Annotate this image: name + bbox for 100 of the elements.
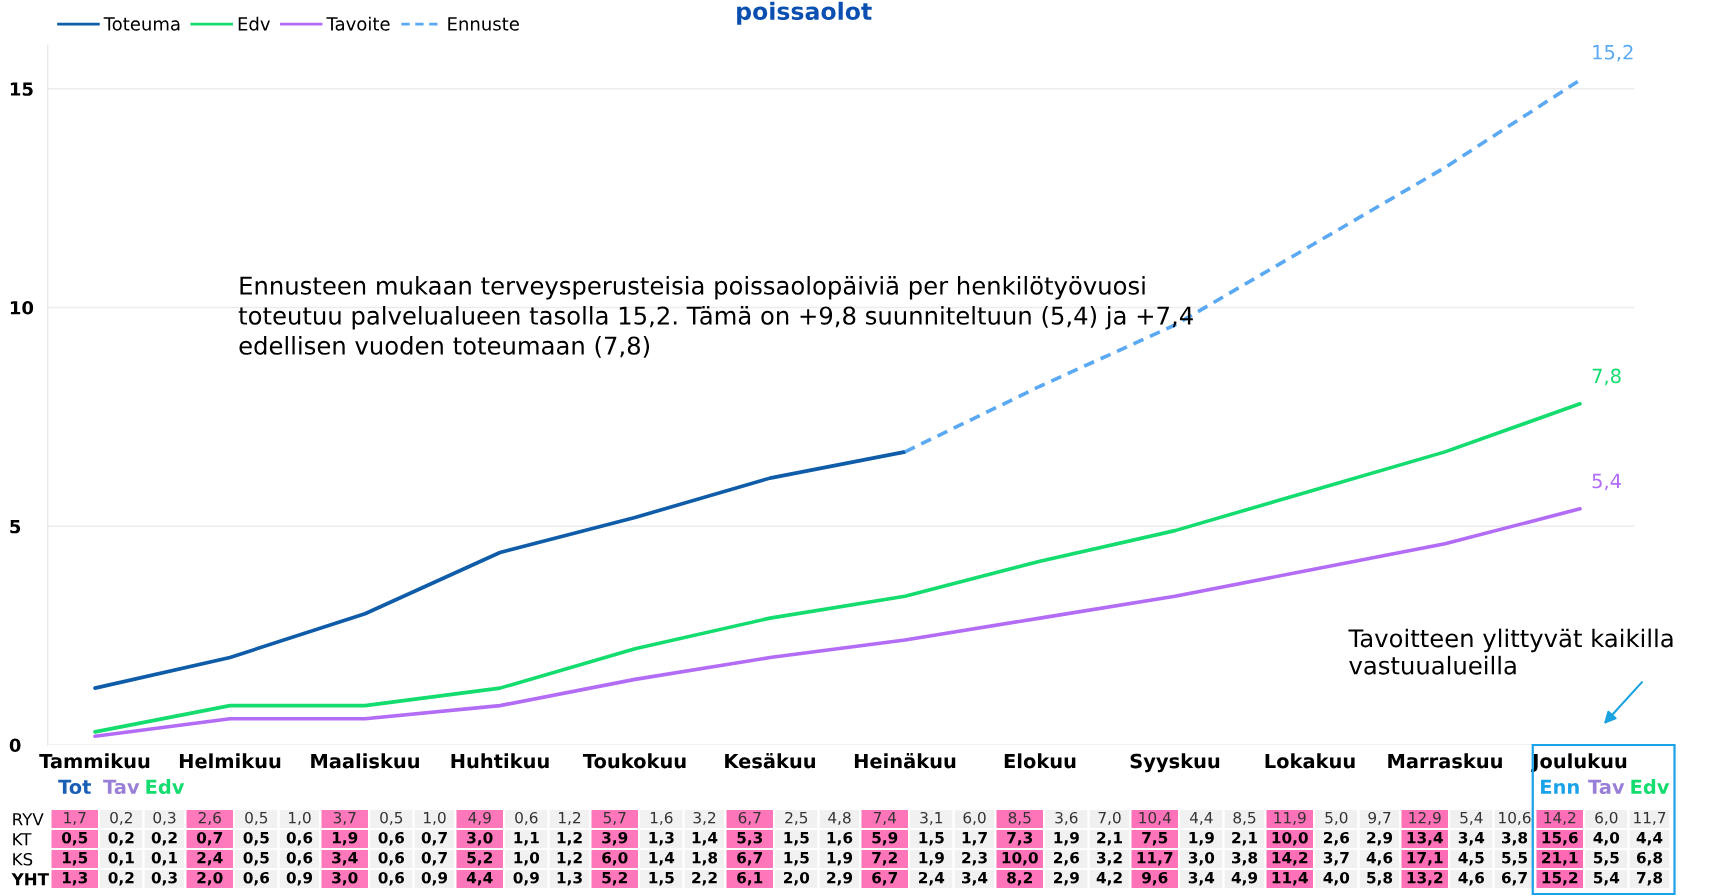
x-tick-label: Edv: [1631, 779, 1670, 795]
data-label: 7,8: [1637, 871, 1663, 886]
data-label: 3,0: [332, 871, 358, 886]
data-label: 3,6: [1055, 811, 1078, 825]
data-label: 1,7: [962, 832, 987, 846]
data-label: 4,0: [1323, 871, 1350, 886]
data-label: 1,0: [289, 811, 311, 825]
data-label: 1,0: [514, 851, 540, 866]
data-label: 2,6: [1324, 831, 1350, 846]
x-tick-label: Edv: [146, 779, 185, 795]
data-label: 9,7: [1368, 811, 1391, 825]
data-label: 0,5: [243, 831, 269, 846]
data-label: 3,2: [693, 811, 716, 825]
data-label: 1,2: [557, 851, 582, 866]
x-tick-label: Huhtikuu: [451, 753, 549, 769]
legend-label: Tavoite: [326, 16, 390, 31]
data-label: 14,2: [1272, 851, 1308, 866]
x-tick-label: Tav: [1588, 779, 1625, 795]
x-tick-label: Tav: [103, 779, 140, 795]
data-label: 4,5: [1458, 852, 1484, 866]
line-series: [93, 450, 907, 690]
y-tick-label: 15: [10, 82, 33, 96]
annotation: Ennusteen mukaan terveysperusteisia poissaolopäiviä per henkilötyövuosi toteutuu palvelualueen tasolla 15,2. Tämä on +9,8 suunniteltuun (5,4) ja +7,4 edellisen vuoden toteumaan (7,8): [238, 276, 1193, 358]
data-label: 4,4: [1636, 832, 1663, 846]
data-label: 10,6: [1499, 811, 1531, 825]
x-tick-label: Heinäkuu: [854, 753, 956, 769]
data-label: 1,3: [62, 871, 88, 886]
data-label: 5,2: [467, 851, 492, 866]
data-label: 1,7: [64, 812, 86, 825]
data-label: 7,8: [1592, 368, 1621, 386]
data-label: 4,4: [1189, 812, 1213, 825]
data-label: 1,4: [692, 832, 718, 846]
data-label: 3,7: [1323, 851, 1349, 866]
data-label: 15,2: [1542, 871, 1578, 886]
data-label: 7,4: [873, 812, 897, 825]
data-label: 0,7: [421, 831, 447, 846]
data-label: 2,9: [827, 871, 853, 886]
data-label: 1,1: [514, 832, 539, 846]
x-tick-label: Enn: [1541, 779, 1579, 794]
data-label: 1,2: [557, 831, 582, 846]
data-label: 15,2: [1593, 44, 1633, 62]
data-label: 2,5: [785, 811, 808, 825]
data-label: 4,9: [1231, 871, 1258, 886]
data-label: 0,6: [243, 871, 270, 886]
data-label: 1,9: [1054, 831, 1079, 846]
data-label: 3,8: [1232, 851, 1258, 866]
data-label: 3,4: [332, 851, 358, 866]
data-label: 1,9: [827, 851, 853, 866]
data-label: 2,9: [1367, 831, 1393, 846]
data-label: 17,1: [1407, 852, 1443, 866]
data-label: 15,6: [1542, 831, 1578, 846]
data-label: 9,6: [1142, 871, 1168, 886]
data-label: 8,2: [1007, 871, 1032, 886]
x-tick-label: Kesäkuu: [725, 753, 815, 769]
data-label: 2,6: [1054, 851, 1080, 866]
data-label: 5,0: [1325, 811, 1348, 825]
data-label: 0,7: [196, 831, 223, 846]
data-label: 7,2: [872, 851, 897, 866]
data-label: 5,7: [603, 812, 626, 825]
data-label: 10,0: [1272, 831, 1308, 846]
data-label: 5,2: [602, 871, 627, 886]
data-label: 4,0: [1593, 831, 1620, 846]
data-label: 2,1: [1097, 831, 1123, 846]
x-tick-label: Marraskuu: [1388, 753, 1502, 769]
data-label: 3,4: [1458, 831, 1485, 846]
data-label: 6,7: [1501, 871, 1527, 886]
data-label: 0,2: [110, 811, 132, 825]
data-label: 2,4: [197, 851, 223, 866]
data-label: 4,9: [468, 811, 491, 825]
data-label: 6,0: [963, 811, 986, 825]
y-tick-label: RYV: [13, 813, 44, 826]
data-label: 1,9: [919, 851, 944, 866]
data-label: 6,7: [737, 851, 763, 866]
data-label: 0,6: [515, 811, 538, 825]
data-label: 1,0: [424, 811, 446, 825]
data-label: 5,3: [737, 831, 763, 846]
data-label: 6,7: [738, 811, 761, 825]
data-label: 0,5: [380, 811, 403, 825]
data-label: 3,0: [467, 831, 493, 846]
data-label: 1,6: [827, 831, 853, 846]
data-label: 3,7: [333, 811, 356, 825]
data-label: 0,3: [153, 811, 176, 825]
x-tick-label: Toukokuu: [582, 753, 686, 769]
data-label: 0,5: [61, 831, 88, 846]
data-label: 1,9: [1189, 831, 1214, 846]
legend-label: Ennuste: [448, 17, 519, 31]
data-label: 0,1: [151, 851, 178, 866]
data-label: 0,9: [513, 871, 539, 886]
data-label: 2,3: [962, 851, 987, 866]
data-label: 13,4: [1407, 831, 1443, 846]
data-label: 1,8: [692, 851, 718, 866]
data-label: 1,3: [649, 831, 674, 846]
data-label: 3,9: [602, 831, 628, 846]
data-label: 7,0: [1098, 811, 1121, 825]
x-tick-label: Elokuu: [1004, 753, 1076, 769]
x-tick-label: Tot: [58, 779, 91, 795]
data-label: 0,6: [286, 831, 313, 846]
data-label: 1,2: [559, 811, 581, 825]
y-tick-label: YHT: [11, 873, 49, 886]
data-label: 1,5: [919, 832, 944, 846]
